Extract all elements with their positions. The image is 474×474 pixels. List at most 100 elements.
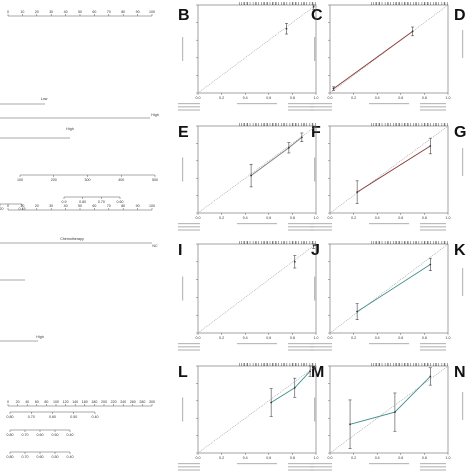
data-point <box>429 145 432 147</box>
panel-letter-N: N <box>454 364 466 381</box>
y-axis-title-line <box>314 157 316 182</box>
panel-letter-I: I <box>178 242 182 259</box>
y-axis-title-line <box>314 397 316 422</box>
legend-line <box>420 223 446 225</box>
y-axis-title-line <box>182 157 184 182</box>
x-tick-label: 0.6 <box>398 216 403 220</box>
top-points-scale-tick-label: 60 <box>92 10 96 14</box>
level-high-label-2: High <box>36 335 43 339</box>
x-tick-label: 0.6 <box>266 456 271 460</box>
probability-scale-1a-tick-label: 0.20 <box>0 207 4 211</box>
footnote-line <box>178 349 200 351</box>
calibration-line <box>270 370 311 403</box>
data-point <box>429 375 432 378</box>
x-tick-label: 0.4 <box>243 96 248 100</box>
x-tick-label: 1.0 <box>314 456 319 460</box>
x-tick-label: 0.6 <box>398 456 403 460</box>
ideal-line <box>329 4 449 94</box>
total-points-scale-1-tick-label: 300 <box>85 178 91 182</box>
data-point <box>270 401 273 404</box>
data-point <box>312 5 315 8</box>
x-axis-title-line <box>369 223 409 225</box>
x-tick-label: 0.4 <box>375 216 380 220</box>
x-tick-label: 0.2 <box>219 336 224 340</box>
level-nc-label: NC <box>152 244 158 248</box>
legend-line <box>420 226 446 228</box>
x-tick-label: 0.2 <box>219 96 224 100</box>
probability-scale-1a-tick-label: 0.15 <box>19 207 26 211</box>
data-point <box>250 174 253 177</box>
plot-frame <box>329 243 449 334</box>
footnote-line <box>310 106 332 108</box>
x-tick-label: 0.2 <box>351 456 356 460</box>
legend-line <box>288 346 314 348</box>
plot-frame <box>329 125 449 214</box>
x-tick-label: 0.0 <box>328 216 333 220</box>
footnote-line <box>178 103 200 105</box>
probability-scale-2a-tick-label: 0.70 <box>28 415 35 419</box>
data-point <box>312 244 315 247</box>
total-points-scale-2-tick-label: 160 <box>82 400 88 404</box>
data-point <box>332 87 335 90</box>
footnote-line <box>178 229 200 231</box>
mid-points-scale-tick-label: 0 <box>7 204 9 208</box>
calibration-panel-E: 0.0 0.2 0.4 0.6 0.8 1.0 <box>178 123 319 231</box>
legend-line <box>288 469 314 471</box>
probability-scale-1b-tick-label: 0.70 <box>98 200 105 204</box>
x-tick-label: 0.4 <box>375 336 380 340</box>
data-point <box>300 136 303 139</box>
panel-letter-M: M <box>311 364 324 381</box>
total-points-scale-1-tick-label: 100 <box>17 178 23 182</box>
data-point <box>293 260 296 263</box>
footnote-line <box>178 343 200 345</box>
calibration-line <box>250 136 303 176</box>
probability-scale-1b-tick-label: 0.60 <box>117 200 124 204</box>
footnote-line <box>310 223 332 225</box>
calibration-panel-C: 0.0 0.2 0.4 0.6 0.8 1.0 <box>310 2 451 111</box>
data-point <box>349 423 351 426</box>
x-axis-title-line <box>237 223 277 225</box>
total-points-scale-2-tick-label: 120 <box>63 400 69 404</box>
x-tick-label: 0.6 <box>398 96 403 100</box>
mid-points-scale-tick-label: 10 <box>20 204 24 208</box>
legend-line <box>420 109 446 111</box>
y-axis-title-line <box>314 37 316 61</box>
level-high-label-1: High <box>66 127 73 131</box>
x-tick-label: 0.2 <box>219 456 224 460</box>
legend-line <box>420 106 446 108</box>
calibration-panels: B C DE F GI J KL M N0.0 0.2 0.4 0.6 0.8 1.0 0.0 0.2 0.4 0… <box>178 2 466 471</box>
ideal-line <box>197 4 317 94</box>
calibration-line <box>349 376 431 425</box>
top-points-scale-tick-label: 0 <box>7 10 9 14</box>
total-points-scale-1-tick-label: 500 <box>152 178 158 182</box>
legend-line <box>288 106 314 108</box>
top-points-scale-tick-label: 10 <box>20 10 24 14</box>
cropped-axis-title-line <box>462 392 464 420</box>
data-point <box>285 27 288 30</box>
x-tick-label: 0.2 <box>351 336 356 340</box>
x-axis-title-line <box>369 343 409 345</box>
total-points-scale-2-tick-label: 40 <box>25 400 29 404</box>
calibration-line <box>333 31 413 89</box>
mid-points-scale-tick-label: 20 <box>35 204 39 208</box>
legend-line <box>420 466 446 468</box>
total-points-scale-2-tick-label: 280 <box>139 400 145 404</box>
plot-frame <box>329 4 449 94</box>
probability-scale-2a-tick-label: 0.60 <box>49 415 56 419</box>
probability-scale-1b-tick-label: 0.80 <box>79 200 86 204</box>
data-point <box>287 146 290 149</box>
footnote-line <box>178 106 200 108</box>
footnote-line <box>310 226 332 228</box>
x-tick-label: 0.4 <box>375 456 380 460</box>
top-points-scale-tick-label: 50 <box>78 10 82 14</box>
x-tick-label: 0.6 <box>266 96 271 100</box>
footnote-line <box>178 223 200 225</box>
x-axis-title-line <box>237 343 277 345</box>
data-point <box>309 370 311 373</box>
legend-line <box>420 343 446 345</box>
total-points-scale-2-tick-label: 300 <box>149 400 155 404</box>
legend-line <box>288 223 314 225</box>
footnote-line <box>178 463 200 465</box>
top-points-scale-tick-label: 100 <box>149 10 155 14</box>
x-tick-label: 0.8 <box>422 216 427 220</box>
